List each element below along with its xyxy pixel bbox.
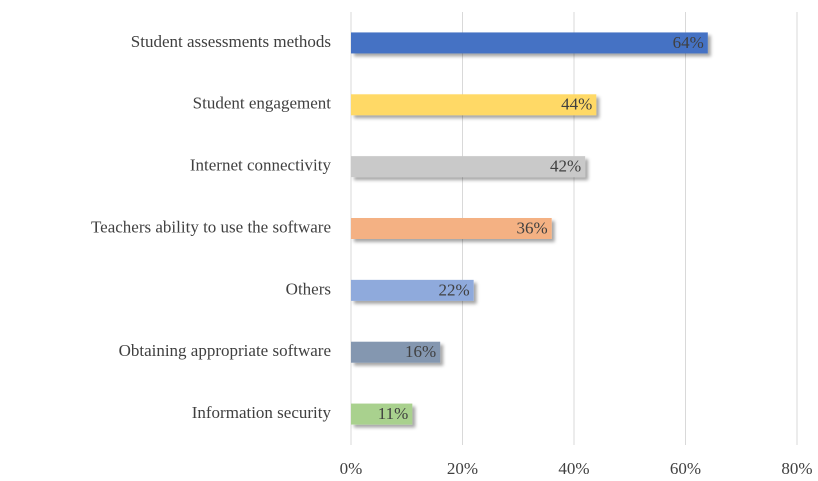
x-tick-label: 40% (558, 459, 589, 478)
bar (351, 156, 586, 178)
data-label: 16% (405, 342, 436, 361)
y-tick-label: Internet connectivity (190, 156, 332, 175)
bar (351, 279, 474, 301)
y-tick-label: Student assessments methods (131, 32, 331, 51)
data-label: 11% (378, 404, 409, 423)
data-label: 44% (561, 95, 592, 114)
bar (351, 403, 413, 425)
y-tick-label: Information security (192, 403, 332, 422)
data-label: 22% (438, 280, 469, 299)
bar (351, 32, 708, 54)
y-tick-label: Teachers ability to use the software (91, 217, 331, 236)
x-tick-label: 0% (340, 459, 363, 478)
y-tick-label: Others (286, 279, 331, 298)
data-label: 42% (550, 157, 581, 176)
y-tick-label: Obtaining appropriate software (119, 341, 331, 360)
y-tick-label: Student engagement (193, 94, 332, 113)
data-label: 36% (517, 218, 548, 237)
bar (351, 218, 552, 239)
x-tick-label: 60% (670, 459, 701, 478)
x-tick-label: 80% (781, 459, 812, 478)
data-label: 64% (673, 33, 704, 52)
bar (351, 94, 597, 116)
x-tick-label: 20% (447, 459, 478, 478)
bar (351, 341, 441, 363)
